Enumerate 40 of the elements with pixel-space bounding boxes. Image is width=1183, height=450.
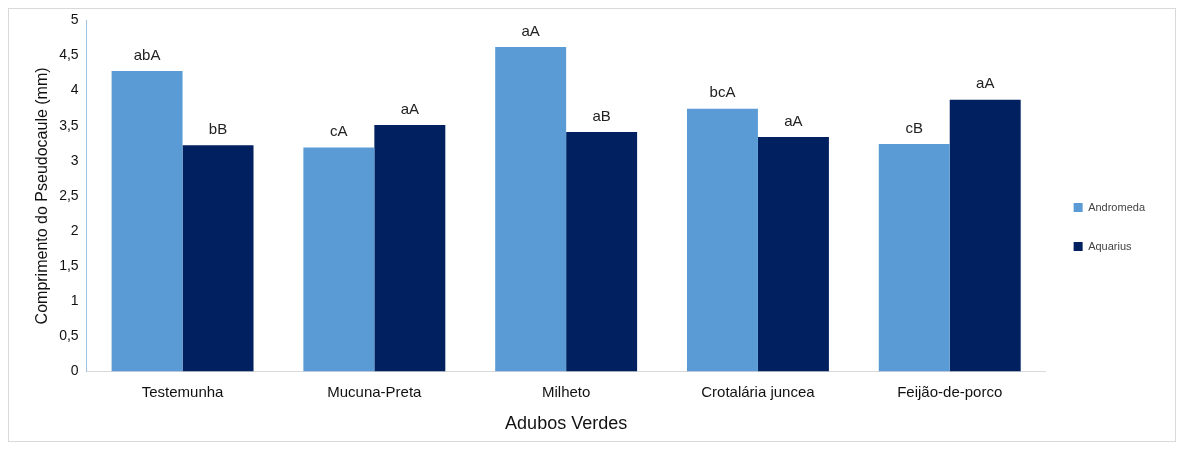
legend-label: Aquarius xyxy=(1088,239,1133,252)
y-tick-label: 3 xyxy=(70,151,79,168)
y-tick-label: 3,5 xyxy=(59,116,79,133)
bar xyxy=(182,145,254,372)
x-tick-label: Feijão-de-porco xyxy=(897,382,1003,400)
data-label: aB xyxy=(592,106,611,124)
y-tick-label: 1 xyxy=(70,292,79,309)
data-label: bB xyxy=(208,120,228,137)
bar xyxy=(757,136,829,372)
x-tick-label: Mucuna-Preta xyxy=(327,382,423,400)
x-axis-title: Adubos Verdes xyxy=(505,413,628,434)
bar xyxy=(495,47,567,372)
y-tick-label: 4,5 xyxy=(59,46,79,63)
legend-label: Andromeda xyxy=(1088,200,1146,213)
y-tick-label: 2,5 xyxy=(59,186,79,203)
data-label: aA xyxy=(976,74,995,92)
y-axis-title: Comprimento do Pseudocaule (mm) xyxy=(33,67,51,325)
data-label: cA xyxy=(330,122,348,140)
bar xyxy=(949,99,1021,372)
bar xyxy=(303,147,375,372)
x-tick-label: Testemunha xyxy=(141,382,225,400)
bar xyxy=(878,143,950,372)
data-label: abA xyxy=(133,45,161,63)
y-tick-label: 4 xyxy=(70,81,79,98)
y-tick-label: 5 xyxy=(70,11,79,28)
bar xyxy=(686,108,758,372)
y-tick-label: 0,5 xyxy=(59,327,79,344)
x-tick-label: Crotalária juncea xyxy=(701,382,816,400)
data-label: aA xyxy=(784,111,803,129)
data-label: aA xyxy=(400,99,420,117)
bar xyxy=(111,70,183,372)
data-label: cB xyxy=(905,118,924,136)
y-tick-label: 1,5 xyxy=(59,256,79,273)
y-tick-label: 0 xyxy=(70,362,79,379)
data-label: bcA xyxy=(709,83,736,101)
bar xyxy=(374,125,446,372)
y-tick-label: 2 xyxy=(70,221,79,238)
x-tick-label: Milheto xyxy=(541,382,591,400)
bar xyxy=(566,132,638,372)
data-label: aA xyxy=(521,21,540,39)
